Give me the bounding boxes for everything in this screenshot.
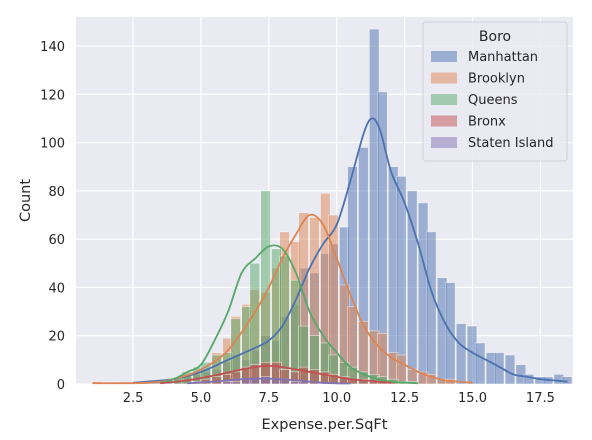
x-tick-label: 2.5 [123,391,144,406]
y-tick-label: 0 [57,378,65,393]
y-tick-label: 40 [48,281,65,296]
x-tick-label: 15.0 [458,391,487,406]
x-tick-labels: 2.5 5.0 7.5 10.0 12.5 15.0 17.5 [123,391,555,406]
x-axis-label: Expense.per.SqFt [262,417,388,433]
x-tick-label: 10.0 [322,391,351,406]
legend-title: Boro [479,29,511,45]
y-tick-label: 60 [48,233,65,248]
x-tick-label: 12.5 [390,391,419,406]
legend-label: Brooklyn [468,72,525,87]
legend-label: Queens [468,93,518,108]
histogram-bar [230,381,241,385]
y-tick-label: 140 [40,40,65,55]
y-axis-label: Count [18,179,34,222]
legend-box [422,21,568,162]
legend-swatch [431,94,457,105]
kde-line [132,117,568,384]
histogram-bar [493,352,505,385]
y-tick-label: 120 [40,88,65,103]
legend-swatch [431,72,457,84]
legend-swatch [431,115,457,127]
legend-label: Bronx [468,115,506,130]
histogram-bar [426,231,437,385]
histogram-bar [249,378,260,385]
legend-swatch [431,137,457,148]
y-tick-label: 20 [48,330,65,345]
y-tick-labels: 0 20 40 60 80 100 120 140 [40,40,65,393]
histogram-bar [407,190,418,385]
kde-lines [92,117,568,385]
y-tick-label: 100 [40,137,65,152]
kde-line [92,213,473,385]
histogram-bar [260,376,271,385]
histogram-bar [426,374,437,385]
legend-label: Manhattan [468,50,538,65]
x-tick-label: 5.0 [191,391,212,406]
x-tick-label: 7.5 [258,391,279,406]
histogram-bar [523,374,535,385]
legend-label: Staten Island [468,136,553,151]
histogram-bar [455,323,467,385]
x-tick-label: 17.5 [526,391,555,406]
kde-line [160,364,392,385]
kde-line [159,244,419,385]
kde-line [187,377,351,385]
histogram-bar [504,354,516,385]
histogram-bar [474,342,486,385]
legend: Boro Manhattan Brooklyn Queens Bronx Staten … [422,21,568,162]
legend-items: Manhattan Brooklyn Queens Bronx Staten Islan… [431,50,553,151]
y-tick-label: 80 [48,185,65,200]
histogram-bar [309,369,320,385]
legend-swatch [431,51,457,62]
